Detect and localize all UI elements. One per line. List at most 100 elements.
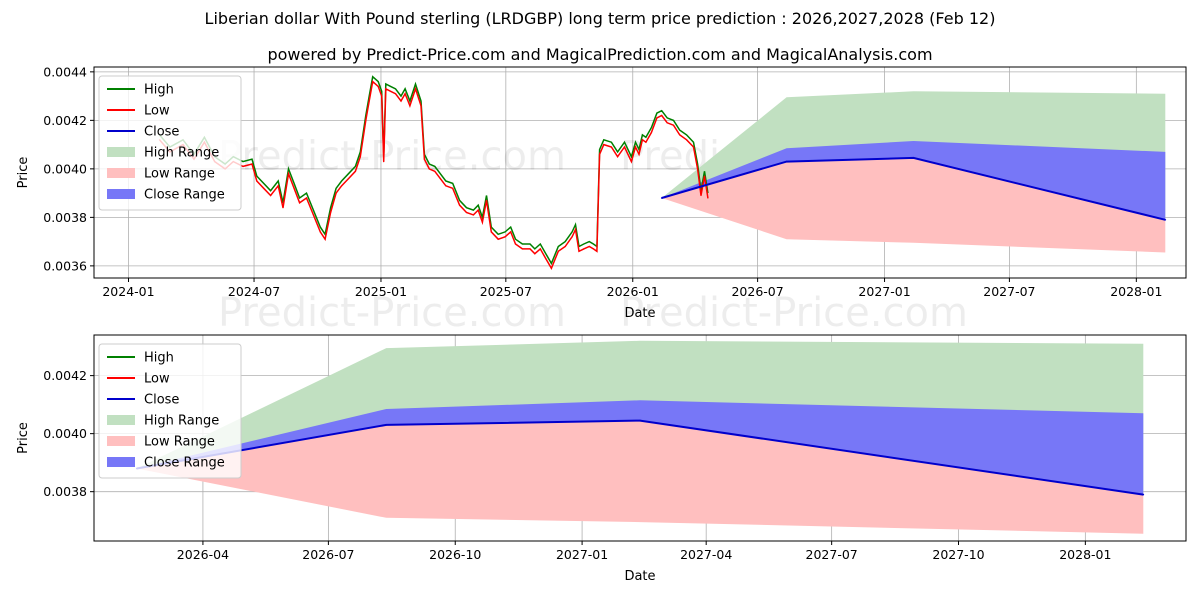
y-tick-label: 0.0040 — [43, 426, 87, 441]
legend-label: Low — [144, 104, 170, 119]
history-point — [650, 131, 653, 134]
history-point — [599, 153, 601, 155]
plot-area — [135, 340, 1145, 534]
history-point — [400, 100, 402, 102]
history-point — [420, 105, 422, 107]
x-tick-label: 2026-01 — [607, 284, 659, 299]
x-tick-label: 2027-07 — [983, 284, 1035, 299]
low-line — [158, 80, 709, 271]
history-point — [277, 185, 279, 187]
history-point — [359, 156, 361, 158]
x-tick-label: 2025-07 — [480, 284, 532, 299]
x-tick-label: 2027-01 — [858, 284, 910, 299]
history-point — [638, 153, 640, 155]
history-point — [588, 245, 590, 248]
axes-frame — [93, 66, 1187, 279]
watermark-text: Predict-Price.com — [620, 290, 968, 336]
history-point — [571, 236, 573, 238]
history-point — [319, 231, 321, 233]
panel-full-history: Predict-Price.comPredict-Price.com2024-0… — [16, 64, 1187, 321]
x-tick-label: 2028-01 — [1059, 547, 1111, 562]
history-point — [270, 194, 272, 197]
history-point — [545, 258, 547, 260]
history-point — [312, 214, 314, 216]
history-point — [465, 211, 468, 214]
history-point — [529, 248, 531, 250]
low-range-area — [136, 420, 1144, 534]
history-point — [377, 85, 379, 87]
history-point — [459, 204, 461, 206]
history-point — [365, 119, 367, 121]
legend-label: High Range — [144, 414, 219, 429]
history-point — [617, 156, 619, 158]
y-tick-label: 0.0038 — [43, 210, 87, 225]
history-point — [583, 248, 585, 250]
history-point — [610, 146, 613, 148]
history-point — [574, 228, 577, 231]
history-point — [256, 180, 258, 182]
legend-label: Close Range — [144, 188, 225, 203]
close-forecast-point — [1164, 219, 1167, 221]
x-tick-label: 2026-10 — [429, 547, 481, 562]
history-point — [592, 248, 595, 250]
close-forecast-line — [661, 156, 1166, 221]
history-point — [394, 93, 397, 95]
history-point — [305, 197, 308, 199]
history-point — [641, 139, 644, 141]
y-tick-label: 0.0038 — [43, 484, 87, 499]
x-tick-label: 2024-07 — [228, 284, 280, 299]
close-forecast-point — [912, 157, 915, 159]
x-tick-label: 2027-10 — [932, 547, 984, 562]
history-point — [335, 192, 337, 194]
history-point — [293, 187, 295, 189]
history-point — [341, 185, 343, 187]
history-point — [287, 173, 290, 175]
legend-label: High — [144, 83, 174, 98]
history-point — [672, 124, 675, 126]
history-point — [564, 245, 566, 248]
close-forecast-point — [639, 419, 641, 422]
history-point — [423, 158, 425, 160]
history-point — [666, 122, 668, 124]
history-point — [557, 250, 559, 252]
history-point — [368, 100, 370, 102]
history-point — [497, 238, 499, 240]
history-point — [703, 175, 706, 177]
high-line — [158, 75, 709, 266]
history-point — [242, 165, 244, 167]
history-point — [452, 187, 454, 189]
x-tick-label: 2025-01 — [355, 284, 407, 299]
history-point — [251, 163, 253, 165]
legend-label: High — [144, 351, 174, 366]
y-tick-label: 0.0042 — [43, 368, 87, 383]
history-point — [434, 170, 436, 172]
history-point — [330, 211, 332, 214]
legend-label: Close — [144, 393, 179, 408]
history-point — [534, 253, 536, 255]
close-forecast-point — [785, 160, 788, 163]
y-axis-label: Price — [16, 157, 31, 189]
chart-title: Liberian dollar With Pound sterling (LRD… — [204, 9, 996, 28]
history-point — [428, 168, 430, 170]
legend-label: High Range — [144, 146, 219, 161]
history-point — [645, 141, 647, 143]
history-point — [521, 248, 524, 250]
history-point — [550, 267, 553, 269]
history-point — [383, 161, 385, 163]
history-point — [603, 144, 605, 146]
x-tick-label: 2026-07 — [731, 284, 783, 299]
history-point — [299, 202, 301, 204]
x-tick-label: 2026-07 — [302, 547, 354, 562]
close-forecast-point — [660, 197, 663, 199]
x-tick-label: 2027-04 — [680, 547, 732, 562]
history-point — [686, 139, 688, 141]
x-axis-label: Date — [624, 306, 655, 321]
history-point — [707, 197, 709, 199]
legend-swatch-patch — [107, 436, 135, 446]
x-tick-label: 2027-07 — [806, 547, 858, 562]
history-point — [263, 187, 265, 189]
y-axis-label: Price — [16, 422, 31, 454]
history-point — [661, 114, 663, 117]
history-point — [485, 199, 488, 201]
close-forecast-point — [385, 424, 388, 426]
